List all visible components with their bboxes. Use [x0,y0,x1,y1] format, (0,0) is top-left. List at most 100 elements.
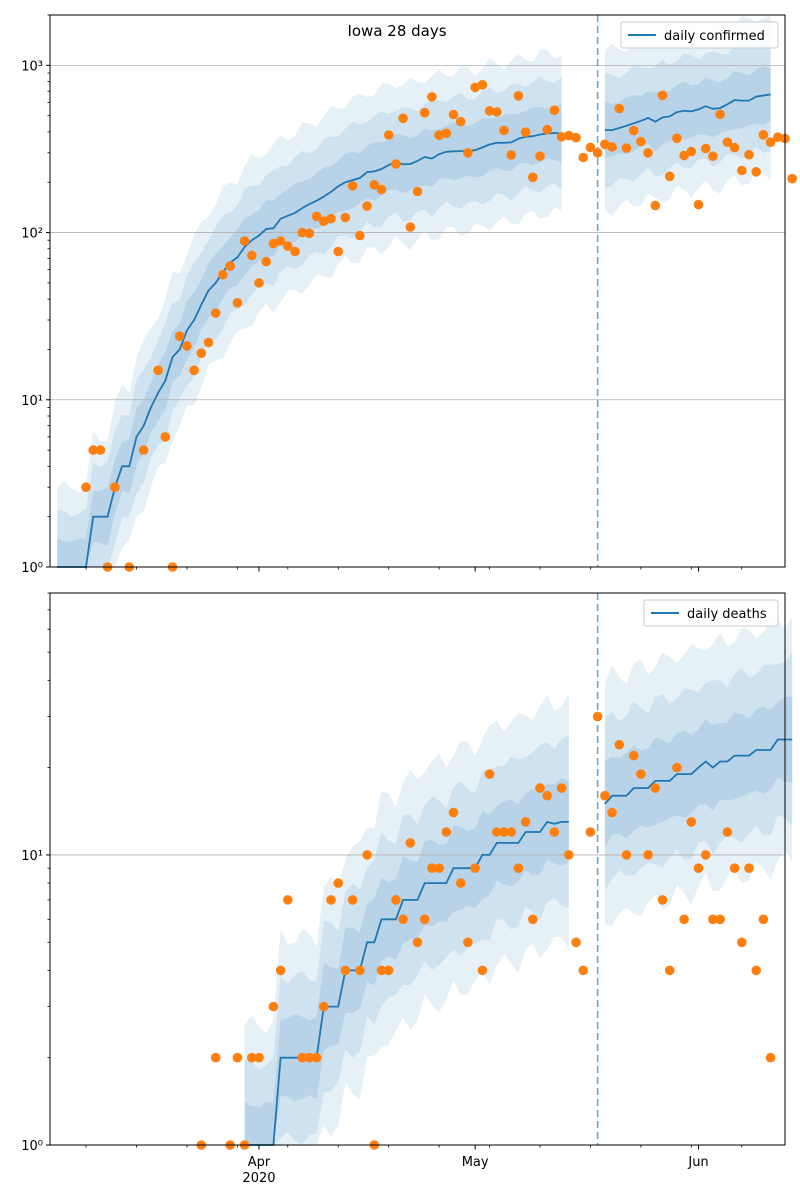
data-point [628,125,639,136]
data-point [542,790,552,801]
data-point [607,807,617,818]
data-point [383,130,394,140]
data-point [369,180,380,190]
data-point [722,137,733,147]
series-line-historical [57,132,562,568]
data-point [535,783,545,793]
data-point [513,91,524,101]
data-point [376,184,387,195]
data-point [203,337,214,348]
data-point [391,159,401,169]
data-point [254,1052,264,1063]
data-point [319,1001,329,1012]
data-point [643,850,653,860]
data-point [535,151,545,161]
data-point [578,965,588,976]
data-point [427,92,437,102]
data-point [268,1001,279,1012]
data-point [247,250,257,261]
data-point [455,878,466,888]
data-point [528,172,538,183]
chart-title: Iowa 28 days [347,22,446,40]
data-point [160,432,171,442]
data-point [189,365,199,376]
data-point [708,151,718,161]
data-point [737,937,747,948]
legend-label: daily confirmed [664,29,765,44]
data-point [304,1052,315,1063]
data-point [787,173,797,184]
data-point [751,965,761,976]
data-point [679,914,689,925]
data-point [556,783,567,793]
data-point [463,148,473,158]
data-point [412,186,423,197]
data-point [340,212,351,223]
confirmed-gridlines [50,64,785,401]
data-point [297,1052,308,1063]
data-point [434,130,444,140]
data-point [758,914,769,925]
data-point [571,937,581,948]
data-point [492,827,502,837]
data-point [700,143,711,154]
data-point [528,914,538,925]
data-point [239,236,250,246]
uncertainty-band [604,696,793,848]
data-point [477,965,488,976]
data-point [614,103,625,114]
data-point [347,181,358,191]
x-tick-label: Apr [248,1155,271,1170]
data-point [722,827,733,837]
data-point [585,142,596,153]
uncertainty-band [604,66,771,159]
data-point [355,230,365,241]
data-point [196,348,207,359]
data-point [225,261,235,271]
data-point [751,167,761,177]
y-tick-label: 10⁰ [21,1139,43,1154]
data-point [297,227,308,238]
data-point [484,769,495,779]
data-point [138,445,149,455]
confirmed-observed-points [81,80,797,572]
data-point [391,895,401,905]
data-point [247,1052,257,1063]
data-point [549,827,560,837]
data-point [607,142,617,152]
data-point [470,863,480,873]
data-point [492,107,502,117]
data-point [326,895,336,905]
data-point [347,895,358,905]
data-point [470,82,480,93]
y-tick-label: 10⁰ [21,561,43,576]
data-point [319,216,329,226]
data-point [383,965,394,976]
data-point [650,200,661,211]
data-point [600,139,610,150]
data-point [419,914,430,925]
data-point [218,269,228,280]
data-point [600,790,610,801]
uncertainty-band [244,735,569,1145]
data-point [398,914,408,925]
data-point [254,278,264,288]
data-point [441,128,452,139]
data-point [542,124,552,135]
data-point [520,127,531,137]
data-point [88,445,98,455]
data-point [636,136,646,147]
data-point [311,211,322,222]
data-point [686,146,697,157]
data-point [311,1052,322,1063]
x-tick-label: May [462,1155,489,1170]
data-point [290,246,300,257]
data-point [564,130,574,141]
plot-frame [49,14,786,568]
uncertainty-band [604,617,793,926]
data-point [182,341,192,351]
data-point [427,863,437,873]
data-point [398,113,408,124]
uncertainty-band [57,49,562,567]
